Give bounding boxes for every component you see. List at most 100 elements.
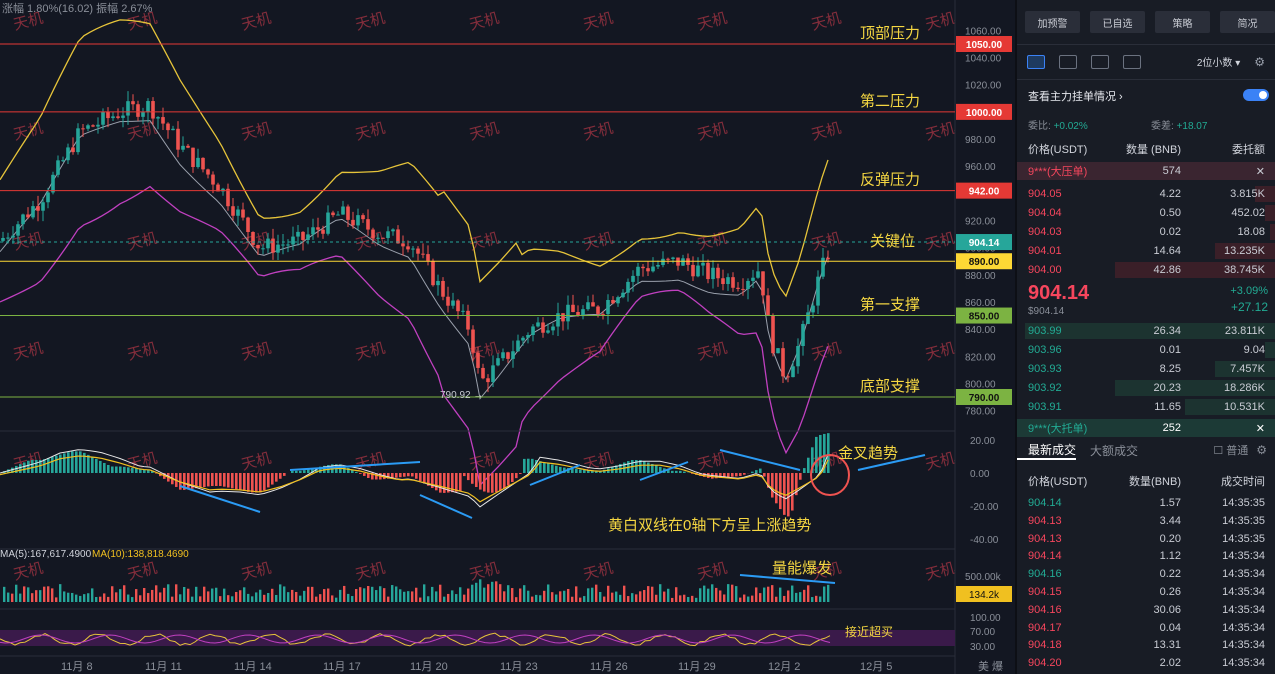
decimals-select[interactable]: 2位小数 ▾ bbox=[1196, 58, 1241, 69]
volume-bar bbox=[539, 595, 542, 602]
candle-body bbox=[131, 101, 135, 105]
volume-bar bbox=[223, 588, 226, 602]
volume-bar bbox=[215, 587, 218, 602]
ask-row[interactable]: 904.00 42.86 38.745K bbox=[1017, 261, 1275, 279]
order-amount: 18.286K bbox=[1224, 382, 1265, 394]
ratio: 委比: +0.02% bbox=[1028, 117, 1088, 132]
overview-button[interactable]: 简况 bbox=[1220, 11, 1275, 33]
volume-bar bbox=[519, 588, 522, 602]
candle-body bbox=[446, 296, 450, 306]
big-order-link[interactable]: 查看主力挂单情况 › bbox=[1028, 91, 1123, 103]
settings-icon[interactable]: ⚙ bbox=[1254, 54, 1265, 69]
ask-row[interactable]: 904.04 0.50 452.02 bbox=[1017, 204, 1275, 222]
ask-big-order-row[interactable]: 9***(大压单) 574 ✕ bbox=[1017, 162, 1275, 180]
volume-bar bbox=[27, 587, 30, 602]
volume-bar bbox=[567, 588, 570, 602]
candle-body bbox=[121, 115, 125, 118]
view-both-icon[interactable] bbox=[1027, 54, 1045, 69]
candle-body bbox=[426, 254, 430, 261]
candle-body bbox=[536, 322, 540, 327]
order-qty: 11.65 bbox=[1154, 401, 1181, 413]
candle-body bbox=[571, 304, 575, 312]
tab-big-trades[interactable]: 大额成交 bbox=[1090, 443, 1139, 458]
macd-bar bbox=[499, 473, 502, 491]
order-price: 904.00 bbox=[1028, 264, 1062, 276]
volume-bar bbox=[507, 585, 510, 602]
macd-bar bbox=[751, 471, 754, 473]
ask-row[interactable]: 904.05 4.22 3.815K bbox=[1017, 185, 1275, 203]
order-amount: 7.457K bbox=[1230, 363, 1265, 375]
watermark-text: 天机 bbox=[354, 230, 387, 254]
macd-bar bbox=[343, 465, 346, 473]
add-alert-button[interactable]: 加预警 bbox=[1025, 11, 1080, 33]
watermark-text: 天机 bbox=[696, 120, 729, 144]
order-qty: 0.50 bbox=[1159, 207, 1181, 219]
macd-bar bbox=[643, 461, 646, 473]
rsi-note: 接近超买 bbox=[845, 624, 893, 639]
macd-bar bbox=[259, 473, 262, 493]
bid-row[interactable]: 903.91 11.65 10.531K bbox=[1017, 398, 1275, 416]
candle-body bbox=[806, 312, 810, 324]
volume-bar bbox=[15, 584, 18, 602]
macd-bar bbox=[347, 467, 350, 473]
bid-big-order-row[interactable]: 9***(大托单) 252 ✕ bbox=[1017, 419, 1275, 437]
candle-body bbox=[726, 277, 730, 285]
bid-row[interactable]: 903.99 26.34 23.811K bbox=[1017, 322, 1275, 340]
macd-bar bbox=[723, 473, 726, 478]
view-bids-icon[interactable] bbox=[1059, 54, 1077, 69]
trades-settings-icon[interactable]: ⚙ bbox=[1256, 443, 1267, 457]
macd-bar bbox=[819, 434, 822, 473]
candle-body bbox=[386, 231, 390, 238]
x-axis-label: 11月 11 bbox=[145, 661, 182, 673]
tab-latest-trades[interactable]: 最新成交 bbox=[1017, 441, 1077, 460]
diff: 委差: +18.07 bbox=[1151, 117, 1207, 132]
volume-bar bbox=[203, 586, 206, 602]
candle-body bbox=[696, 265, 700, 277]
candle-body bbox=[441, 280, 445, 297]
candle-body bbox=[766, 295, 770, 316]
candle-body bbox=[156, 117, 160, 119]
price-tag bbox=[956, 253, 1012, 270]
normal-filter[interactable]: ☐ 普通 bbox=[1213, 445, 1249, 457]
macd-bar bbox=[375, 473, 378, 480]
macd-bar bbox=[319, 466, 322, 473]
bid-row[interactable]: 903.92 20.23 18.286K bbox=[1017, 379, 1275, 397]
view-compact-icon[interactable] bbox=[1123, 54, 1141, 69]
bid-row[interactable]: 903.93 8.25 7.457K bbox=[1017, 360, 1275, 378]
candle-body bbox=[646, 268, 650, 272]
volume-bar bbox=[779, 587, 782, 602]
volume-bar bbox=[111, 586, 114, 602]
macd-bar bbox=[71, 451, 74, 473]
rsi-line bbox=[0, 634, 831, 644]
candle-body bbox=[706, 262, 710, 280]
macd-bar bbox=[771, 473, 774, 498]
candle-body bbox=[826, 257, 830, 260]
candle-body bbox=[751, 277, 755, 281]
macd-bar bbox=[43, 459, 46, 473]
view-asks-icon[interactable] bbox=[1091, 54, 1109, 69]
level-label: 底部支撑 bbox=[860, 378, 920, 395]
macd-bar bbox=[815, 436, 818, 473]
big-order-toggle[interactable] bbox=[1243, 89, 1269, 101]
ask-row[interactable]: 904.01 14.64 13.235K bbox=[1017, 242, 1275, 260]
bid-row[interactable]: 903.96 0.01 9.04 bbox=[1017, 341, 1275, 359]
trade-price: 904.13 bbox=[1028, 532, 1062, 545]
order-qty: 0.02 bbox=[1159, 226, 1181, 238]
trend-arrow bbox=[179, 485, 261, 513]
macd-bar bbox=[759, 468, 762, 473]
macd-bar bbox=[195, 473, 198, 489]
watchlist-button[interactable]: 已自选 bbox=[1090, 11, 1145, 33]
last-price-usd: $904.14 bbox=[1028, 306, 1065, 317]
trade-price: 904.13 bbox=[1028, 514, 1062, 527]
strategy-button[interactable]: 策略 bbox=[1155, 11, 1210, 33]
volume-bar bbox=[155, 585, 158, 602]
volume-bar bbox=[739, 597, 742, 602]
ask-row[interactable]: 904.03 0.02 18.08 bbox=[1017, 223, 1275, 241]
candlestick-chart[interactable]: 天机 天机 天机 天机 天机 天机 天机 天机 天机 天机 天机 天机 天机 天机 天机 天机 天机 天机 天机 天机… bbox=[0, 0, 1015, 674]
candle-body bbox=[26, 214, 30, 218]
macd-bar bbox=[799, 473, 802, 480]
macd-axis-label: -40.00 bbox=[970, 535, 999, 546]
candle-body bbox=[671, 257, 675, 259]
price-tag bbox=[956, 36, 1012, 52]
